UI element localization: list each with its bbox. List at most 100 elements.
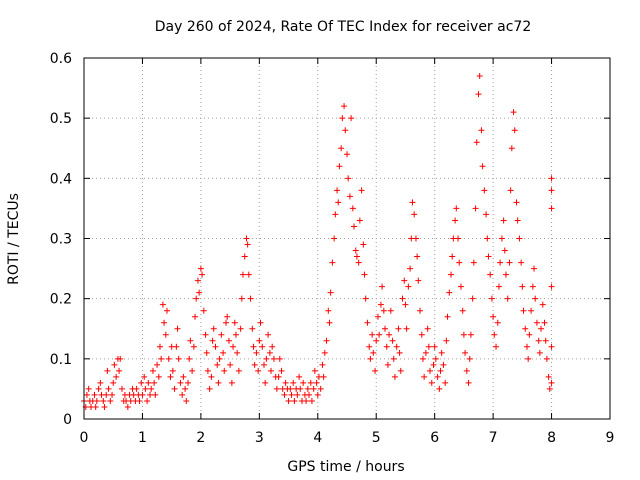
data-point bbox=[436, 385, 443, 392]
data-point bbox=[529, 283, 536, 290]
data-point bbox=[311, 367, 318, 374]
data-point bbox=[430, 361, 437, 368]
data-point bbox=[415, 277, 422, 284]
data-point bbox=[504, 295, 511, 302]
y-tick-label: 0.2 bbox=[50, 292, 72, 308]
x-tick-label: 8 bbox=[547, 430, 556, 446]
data-point bbox=[232, 331, 239, 338]
data-point bbox=[476, 73, 483, 80]
data-point bbox=[247, 295, 254, 302]
data-point bbox=[215, 379, 222, 386]
data-point bbox=[161, 319, 168, 326]
x-tick-label: 5 bbox=[372, 430, 381, 446]
data-point bbox=[355, 259, 362, 266]
data-point bbox=[202, 331, 209, 338]
data-point bbox=[116, 367, 123, 374]
data-point bbox=[335, 199, 342, 206]
data-point bbox=[351, 223, 358, 230]
data-point bbox=[437, 367, 444, 374]
data-point bbox=[162, 331, 169, 338]
data-point bbox=[285, 397, 292, 404]
data-point bbox=[399, 295, 406, 302]
data-point bbox=[478, 127, 485, 134]
data-point bbox=[237, 325, 244, 332]
data-point bbox=[231, 319, 238, 326]
data-point bbox=[209, 337, 216, 344]
data-point bbox=[518, 259, 525, 266]
data-point bbox=[196, 289, 203, 296]
data-point bbox=[281, 391, 288, 398]
data-point bbox=[149, 367, 156, 374]
x-tick-label: 1 bbox=[138, 430, 147, 446]
data-point bbox=[101, 403, 108, 410]
data-point bbox=[421, 373, 428, 380]
data-point bbox=[221, 367, 228, 374]
data-point bbox=[533, 319, 540, 326]
data-point bbox=[397, 367, 404, 374]
data-point bbox=[373, 337, 380, 344]
data-point bbox=[138, 379, 145, 386]
data-point bbox=[100, 397, 107, 404]
data-point bbox=[426, 367, 433, 374]
data-point bbox=[257, 319, 264, 326]
data-point bbox=[491, 331, 498, 338]
data-point bbox=[541, 319, 548, 326]
y-tick-label: 0.4 bbox=[50, 171, 72, 187]
data-point bbox=[169, 367, 176, 374]
data-point bbox=[444, 313, 451, 320]
data-point bbox=[300, 379, 307, 386]
axis-ticks: 0 1 2 3 4 5 6 7 8 9 0 0.1 0.2 0.3 0.4 0.5 0.6 bbox=[50, 51, 615, 446]
data-point bbox=[204, 367, 211, 374]
data-point bbox=[511, 127, 518, 134]
data-point bbox=[379, 283, 386, 290]
data-point bbox=[370, 349, 377, 356]
x-tick-label: 3 bbox=[255, 430, 264, 446]
data-point bbox=[452, 217, 459, 224]
data-point bbox=[276, 355, 283, 362]
data-point bbox=[223, 319, 230, 326]
data-point bbox=[442, 379, 449, 386]
data-point bbox=[220, 349, 227, 356]
data-point bbox=[519, 283, 526, 290]
data-point bbox=[443, 337, 450, 344]
data-point bbox=[543, 355, 550, 362]
data-point bbox=[158, 355, 165, 362]
data-point bbox=[418, 331, 425, 338]
data-point bbox=[105, 385, 112, 392]
data-point bbox=[510, 109, 517, 116]
data-point bbox=[490, 313, 497, 320]
y-tick-label: 0.6 bbox=[50, 51, 72, 67]
data-point bbox=[92, 403, 99, 410]
data-point bbox=[440, 361, 447, 368]
data-point bbox=[348, 115, 355, 122]
y-tick-label: 0.3 bbox=[50, 232, 72, 248]
x-tick-label: 2 bbox=[196, 430, 205, 446]
data-point bbox=[479, 163, 486, 170]
data-point bbox=[93, 397, 100, 404]
data-point bbox=[151, 379, 158, 386]
data-point bbox=[525, 355, 532, 362]
data-point bbox=[409, 199, 416, 206]
data-point bbox=[148, 385, 155, 392]
data-point bbox=[97, 379, 104, 386]
data-point bbox=[136, 397, 143, 404]
data-point bbox=[446, 289, 453, 296]
data-point bbox=[297, 385, 304, 392]
data-point bbox=[472, 205, 479, 212]
data-point bbox=[319, 361, 326, 368]
data-point bbox=[356, 217, 363, 224]
data-point bbox=[174, 325, 181, 332]
data-point bbox=[331, 235, 338, 242]
data-point bbox=[485, 253, 492, 260]
data-point bbox=[224, 313, 231, 320]
data-point bbox=[369, 331, 376, 338]
x-tick-label: 4 bbox=[313, 430, 322, 446]
data-point bbox=[448, 271, 455, 278]
data-point bbox=[313, 379, 320, 386]
data-point bbox=[412, 235, 419, 242]
data-point bbox=[383, 343, 390, 350]
data-point bbox=[268, 367, 275, 374]
data-point bbox=[147, 391, 154, 398]
y-tick-label: 0 bbox=[63, 412, 72, 428]
data-point bbox=[210, 325, 217, 332]
